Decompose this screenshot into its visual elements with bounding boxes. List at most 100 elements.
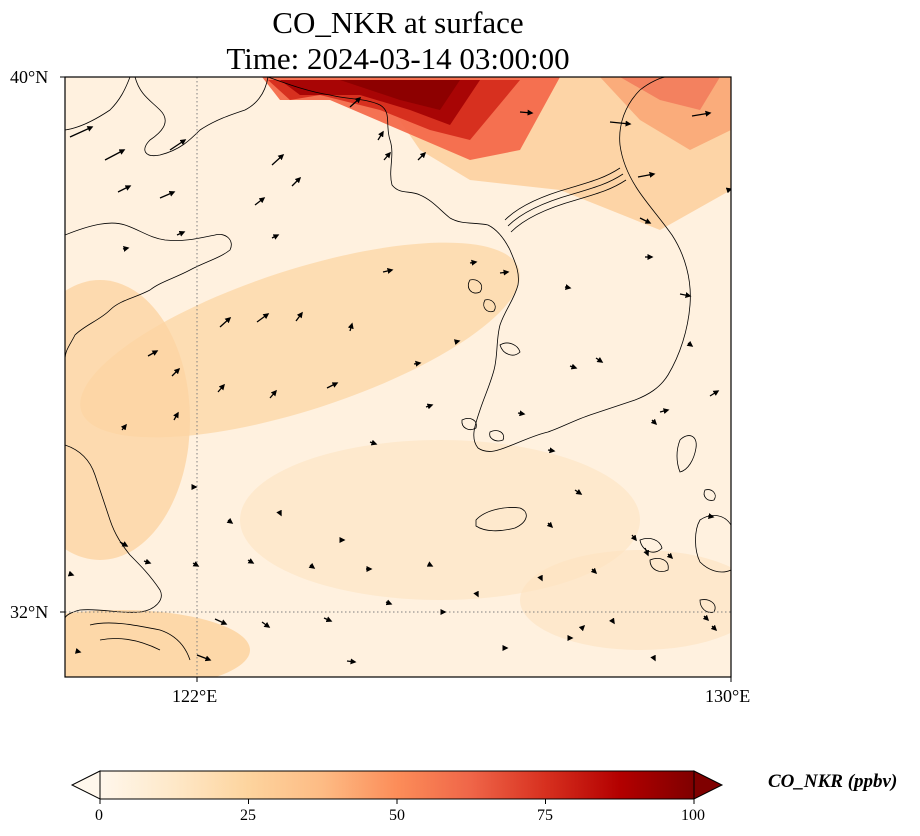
wind-arrow [382, 268, 394, 274]
wind-arrow [120, 423, 127, 431]
wind-arrow [143, 558, 152, 565]
colorbar-tick-25: 25 [240, 807, 256, 824]
wind-vectors [67, 96, 731, 665]
wind-arrow [261, 621, 271, 628]
wind-arrow [291, 176, 302, 187]
wind-arrow [519, 109, 534, 116]
colorbar-gradient [99, 770, 695, 800]
wind-arrow [67, 570, 75, 577]
wind-arrow [159, 191, 176, 199]
north-east-core [620, 77, 720, 110]
wind-arrow [117, 185, 132, 193]
wind-arrow [369, 439, 378, 446]
wind-arrow [349, 96, 362, 108]
wind-arrow [323, 616, 333, 622]
wind-arrow [546, 521, 554, 529]
wind-arrow [169, 139, 187, 151]
wind-arrow [578, 624, 586, 632]
wind-arrow [326, 382, 339, 389]
wind-arrow [271, 234, 280, 240]
wind-arrow [547, 447, 556, 454]
wind-arrow [119, 541, 129, 547]
wind-arrow [217, 383, 225, 393]
wind-arrow [499, 269, 510, 276]
wind-arrow [453, 339, 461, 346]
colorbar-tick-100: 100 [681, 807, 705, 824]
colorbar-extend-max [693, 770, 724, 800]
colorbar-extend-min [70, 770, 101, 800]
wind-arrow [709, 390, 720, 397]
wind-arrow [276, 509, 282, 517]
wind-arrow [537, 574, 543, 582]
wind-arrow [271, 153, 285, 166]
map-subtitle: Time: 2024-03-14 03:00:00 [226, 41, 570, 76]
wind-arrow [192, 561, 200, 567]
wind-arrow [707, 513, 715, 520]
wind-arrow [517, 410, 526, 417]
wind-arrow [176, 231, 186, 237]
wind-arrow [196, 654, 212, 662]
wind-arrow [417, 151, 427, 161]
concentration-field [65, 77, 731, 677]
wind-arrow [637, 171, 656, 178]
wind-arrow [377, 130, 384, 141]
wind-arrow [122, 245, 130, 252]
wind-arrow [609, 120, 632, 127]
wind-arrow [256, 313, 270, 323]
coastlines [65, 77, 731, 661]
wind-arrow [173, 411, 179, 421]
intense-plume-peak [340, 80, 460, 110]
wind-arrow [650, 418, 658, 426]
map-frame [64, 76, 732, 678]
wind-arrow [69, 126, 94, 138]
wind-arrow [147, 350, 159, 357]
colorbar-label: CO_NKR (ppbv) [768, 771, 898, 792]
plume-west-coast [65, 280, 190, 560]
wind-arrow [659, 408, 670, 415]
wind-arrow [219, 316, 232, 328]
wind-arrow [639, 217, 652, 224]
wind-arrow [710, 624, 718, 632]
wind-arrow [226, 517, 234, 524]
axis-ticks [60, 76, 732, 682]
wind-arrow [643, 547, 649, 557]
y-tick-label-32n: 32°N [10, 602, 49, 622]
wind-arrow [666, 552, 674, 560]
wind-arrow [247, 558, 255, 564]
wind-arrow [469, 259, 478, 266]
wind-arrow [609, 617, 615, 625]
wind-arrow [74, 647, 82, 654]
wind-arrow [385, 599, 393, 606]
wind-arrow [595, 357, 604, 363]
plume-south-east [520, 550, 731, 650]
wind-arrow [679, 292, 692, 299]
x-tick-label-130e: 130°E [705, 686, 751, 706]
colorbar [70, 770, 724, 804]
wind-arrow [426, 561, 434, 567]
wind-arrow [295, 311, 303, 322]
map-title: CO_NKR at surface [272, 5, 524, 40]
gridlines [65, 77, 731, 677]
wind-arrow [590, 567, 598, 575]
plume-yellow-sea [80, 242, 520, 438]
wind-arrow [269, 389, 277, 399]
wind-arrow [630, 534, 637, 542]
plume-east-china-sea [240, 440, 640, 600]
wind-arrow [569, 363, 578, 370]
wind-arrow [214, 618, 228, 625]
plume-south-west [65, 610, 250, 677]
wind-arrow [564, 284, 572, 291]
colorbar-tick-50: 50 [389, 807, 405, 824]
wind-arrow [347, 322, 354, 332]
wind-arrow [171, 367, 181, 377]
wind-arrow [574, 489, 583, 495]
wind-arrow [473, 590, 479, 598]
colorbar-tick-75: 75 [537, 807, 553, 824]
wind-arrow [254, 197, 266, 206]
wind-arrow [308, 562, 316, 569]
colorbar-tick-0: 0 [95, 807, 103, 824]
wind-arrow [383, 151, 391, 161]
wind-arrow [413, 360, 422, 367]
wind-arrow [691, 110, 712, 117]
